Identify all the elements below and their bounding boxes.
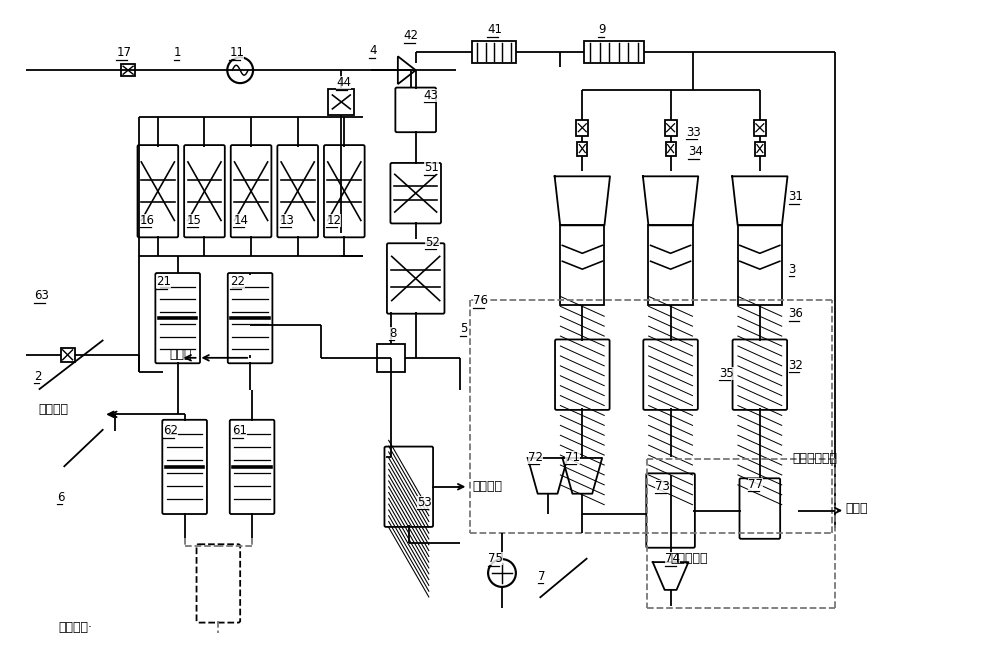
Bar — [577, 142, 587, 156]
Text: 43: 43 — [424, 89, 439, 102]
Text: 1: 1 — [174, 46, 181, 59]
Text: 34: 34 — [688, 146, 703, 158]
Text: 22: 22 — [230, 275, 245, 289]
Text: 14: 14 — [233, 214, 248, 227]
Text: 15: 15 — [187, 214, 201, 227]
Text: 33: 33 — [686, 125, 701, 139]
Text: 63: 63 — [34, 289, 49, 302]
Text: 52: 52 — [425, 236, 440, 249]
Text: 44: 44 — [336, 76, 351, 89]
Bar — [576, 120, 588, 136]
FancyBboxPatch shape — [228, 273, 272, 363]
FancyBboxPatch shape — [387, 244, 444, 313]
FancyBboxPatch shape — [231, 145, 271, 238]
Text: 氢气产品: 氢气产品 — [472, 480, 502, 493]
Text: 36: 36 — [789, 307, 803, 320]
Text: 12: 12 — [326, 214, 341, 227]
Bar — [377, 344, 405, 372]
Text: 7: 7 — [538, 570, 545, 583]
Text: 21: 21 — [156, 275, 171, 289]
Bar — [472, 42, 516, 63]
Text: 62: 62 — [163, 424, 178, 437]
FancyBboxPatch shape — [395, 88, 436, 132]
Bar — [666, 142, 676, 156]
Text: 61: 61 — [232, 424, 247, 437]
Text: 31: 31 — [789, 190, 803, 203]
Text: 产品储罐·: 产品储罐· — [59, 621, 93, 634]
Text: 73: 73 — [655, 480, 670, 493]
Bar — [648, 225, 693, 305]
Text: 32: 32 — [789, 359, 803, 372]
Text: 产品储罐: 产品储罐 — [39, 403, 69, 416]
Text: 废气处理系统: 废气处理系统 — [793, 452, 838, 466]
FancyBboxPatch shape — [197, 544, 240, 623]
FancyBboxPatch shape — [390, 163, 441, 223]
Text: 16: 16 — [140, 214, 155, 227]
Bar — [328, 89, 354, 115]
Text: 75: 75 — [488, 552, 503, 565]
Bar — [584, 42, 644, 63]
Text: 8: 8 — [389, 327, 396, 340]
Text: 5: 5 — [460, 322, 468, 335]
Text: 13: 13 — [280, 214, 295, 227]
FancyBboxPatch shape — [733, 340, 787, 410]
Text: 53: 53 — [417, 496, 431, 509]
Text: 51: 51 — [424, 161, 439, 174]
Text: 4: 4 — [369, 44, 377, 57]
Bar — [61, 348, 75, 362]
Text: 9: 9 — [598, 23, 606, 36]
FancyBboxPatch shape — [138, 145, 178, 238]
Text: 77: 77 — [748, 478, 763, 491]
Text: 再生气: 再生气 — [845, 502, 868, 515]
Text: 11: 11 — [229, 46, 244, 59]
FancyBboxPatch shape — [155, 273, 200, 363]
FancyBboxPatch shape — [643, 340, 698, 410]
Bar — [755, 142, 765, 156]
Bar — [560, 225, 604, 305]
Text: 燃料罐: 燃料罐 — [170, 348, 192, 362]
FancyBboxPatch shape — [184, 145, 225, 238]
FancyBboxPatch shape — [277, 145, 318, 238]
FancyBboxPatch shape — [324, 145, 365, 238]
Text: 17: 17 — [116, 46, 131, 59]
Text: 6: 6 — [57, 491, 64, 504]
Text: 76: 76 — [473, 295, 488, 307]
Bar — [121, 64, 135, 76]
Bar — [738, 225, 782, 305]
FancyBboxPatch shape — [162, 420, 207, 514]
Text: 3: 3 — [789, 262, 796, 276]
FancyBboxPatch shape — [230, 420, 274, 514]
Text: 41: 41 — [487, 23, 502, 36]
Bar — [665, 120, 677, 136]
Text: 72: 72 — [528, 451, 543, 464]
FancyBboxPatch shape — [646, 473, 695, 548]
Bar — [754, 120, 766, 136]
Polygon shape — [398, 56, 416, 84]
Text: 新鲜催化剂: 新鲜催化剂 — [671, 552, 708, 564]
FancyBboxPatch shape — [384, 447, 433, 527]
Text: 2: 2 — [34, 370, 41, 382]
FancyBboxPatch shape — [555, 340, 610, 410]
Text: 74: 74 — [665, 552, 680, 565]
FancyBboxPatch shape — [740, 478, 780, 539]
Text: 42: 42 — [404, 30, 419, 42]
Text: 35: 35 — [719, 366, 734, 380]
Text: 71: 71 — [565, 451, 580, 464]
